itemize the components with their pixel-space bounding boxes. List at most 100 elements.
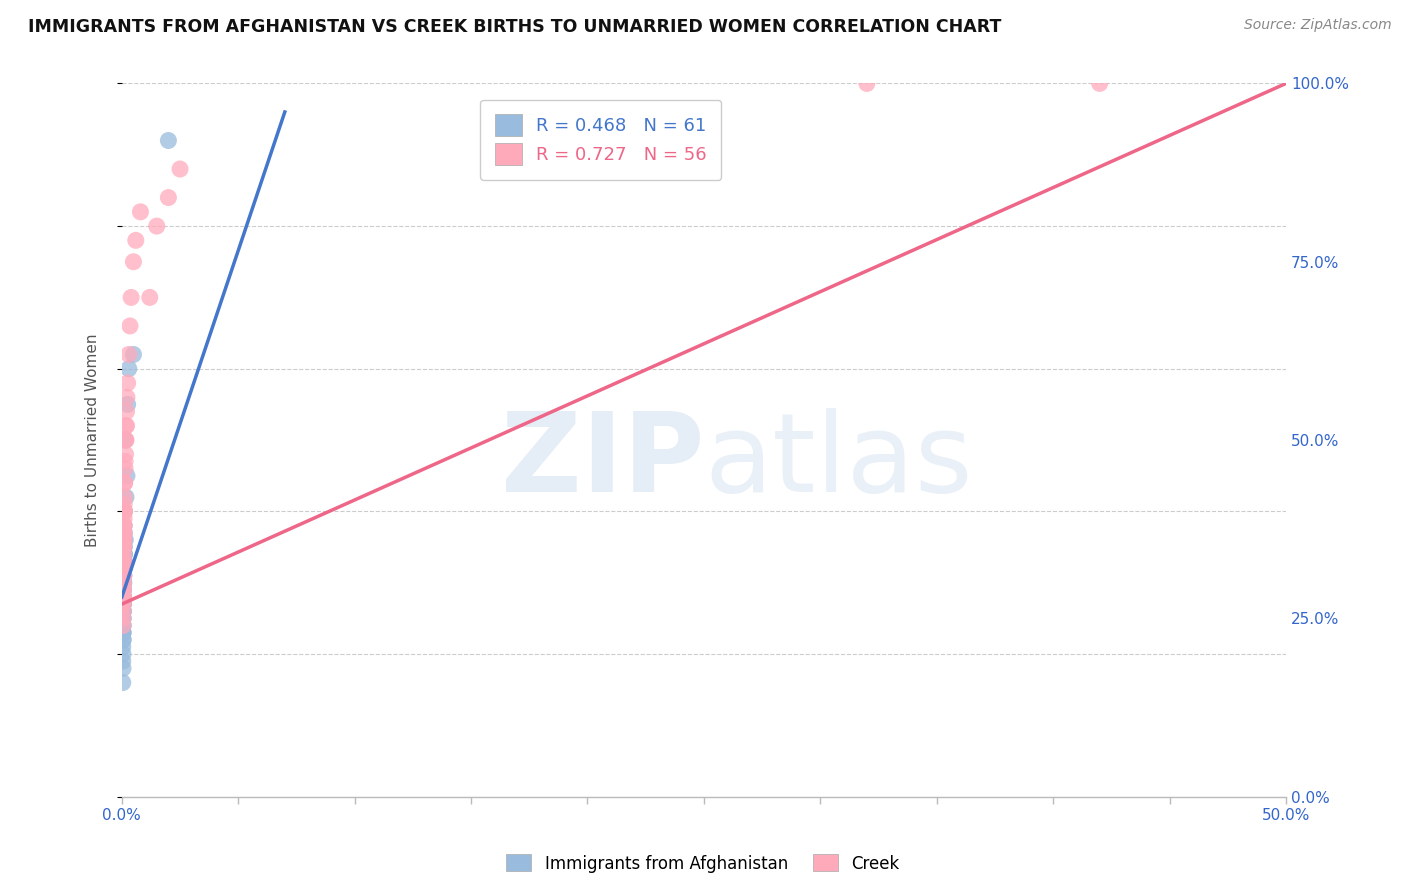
- Point: [112, 554, 135, 568]
- Point: [112, 590, 135, 604]
- Point: [112, 547, 135, 561]
- Point: [112, 540, 135, 554]
- Point: [112, 504, 135, 518]
- Y-axis label: Births to Unmarried Women: Births to Unmarried Women: [86, 334, 100, 547]
- Point: [114, 504, 136, 518]
- Point: [112, 575, 135, 590]
- Point: [112, 561, 135, 575]
- Point: [112, 561, 135, 575]
- Point: [112, 590, 135, 604]
- Point: [112, 632, 135, 647]
- Point: [117, 397, 139, 411]
- Point: [115, 468, 138, 483]
- Point: [112, 568, 135, 582]
- Point: [114, 547, 136, 561]
- Point: [112, 604, 135, 618]
- Point: [114, 433, 136, 447]
- Point: [129, 204, 152, 219]
- Point: [112, 490, 135, 504]
- Point: [112, 547, 135, 561]
- Point: [112, 590, 135, 604]
- Point: [112, 554, 135, 568]
- Point: [145, 219, 167, 233]
- Point: [112, 554, 135, 568]
- Point: [111, 625, 134, 640]
- Point: [118, 318, 141, 333]
- Point: [112, 525, 135, 540]
- Point: [112, 547, 135, 561]
- Point: [111, 618, 134, 632]
- Text: IMMIGRANTS FROM AFGHANISTAN VS CREEK BIRTHS TO UNMARRIED WOMEN CORRELATION CHART: IMMIGRANTS FROM AFGHANISTAN VS CREEK BIR…: [28, 18, 1001, 36]
- Point: [157, 134, 180, 148]
- Point: [111, 647, 134, 661]
- Point: [111, 632, 134, 647]
- Point: [122, 254, 145, 268]
- Point: [115, 418, 138, 433]
- Point: [115, 404, 138, 418]
- Legend: R = 0.468   N = 61, R = 0.727   N = 56: R = 0.468 N = 61, R = 0.727 N = 56: [479, 100, 721, 180]
- Point: [112, 597, 135, 611]
- Point: [112, 518, 135, 533]
- Point: [111, 611, 134, 625]
- Point: [112, 561, 135, 575]
- Point: [112, 575, 135, 590]
- Point: [111, 675, 134, 690]
- Point: [112, 533, 135, 547]
- Point: [118, 361, 141, 376]
- Point: [112, 568, 135, 582]
- Point: [114, 475, 136, 490]
- Point: [112, 554, 135, 568]
- Point: [111, 661, 134, 675]
- Point: [1088, 77, 1111, 91]
- Point: [120, 290, 142, 304]
- Point: [112, 511, 135, 525]
- Point: [114, 461, 136, 475]
- Text: Source: ZipAtlas.com: Source: ZipAtlas.com: [1244, 18, 1392, 32]
- Point: [112, 590, 135, 604]
- Point: [112, 597, 135, 611]
- Point: [112, 540, 135, 554]
- Text: ZIP: ZIP: [501, 408, 704, 515]
- Point: [112, 561, 135, 575]
- Point: [111, 590, 134, 604]
- Point: [112, 611, 135, 625]
- Point: [112, 518, 135, 533]
- Point: [125, 233, 148, 247]
- Point: [112, 582, 135, 597]
- Point: [111, 640, 134, 654]
- Legend: Immigrants from Afghanistan, Creek: Immigrants from Afghanistan, Creek: [499, 847, 907, 880]
- Point: [114, 433, 136, 447]
- Point: [112, 504, 135, 518]
- Point: [114, 475, 136, 490]
- Point: [111, 575, 134, 590]
- Point: [112, 533, 135, 547]
- Point: [112, 540, 135, 554]
- Point: [115, 490, 138, 504]
- Point: [115, 433, 138, 447]
- Point: [139, 290, 162, 304]
- Point: [112, 561, 135, 575]
- Point: [112, 625, 135, 640]
- Point: [122, 347, 145, 361]
- Point: [112, 597, 135, 611]
- Point: [112, 518, 135, 533]
- Point: [111, 625, 134, 640]
- Point: [114, 447, 136, 461]
- Point: [112, 618, 135, 632]
- Point: [112, 497, 135, 511]
- Point: [112, 561, 135, 575]
- Point: [157, 190, 180, 204]
- Point: [112, 568, 135, 582]
- Point: [112, 568, 135, 582]
- Point: [112, 533, 135, 547]
- Point: [112, 582, 135, 597]
- Point: [112, 575, 135, 590]
- Point: [118, 347, 141, 361]
- Point: [112, 525, 135, 540]
- Point: [111, 597, 134, 611]
- Point: [112, 575, 135, 590]
- Point: [112, 590, 135, 604]
- Point: [111, 611, 134, 625]
- Point: [117, 376, 139, 390]
- Point: [112, 568, 135, 582]
